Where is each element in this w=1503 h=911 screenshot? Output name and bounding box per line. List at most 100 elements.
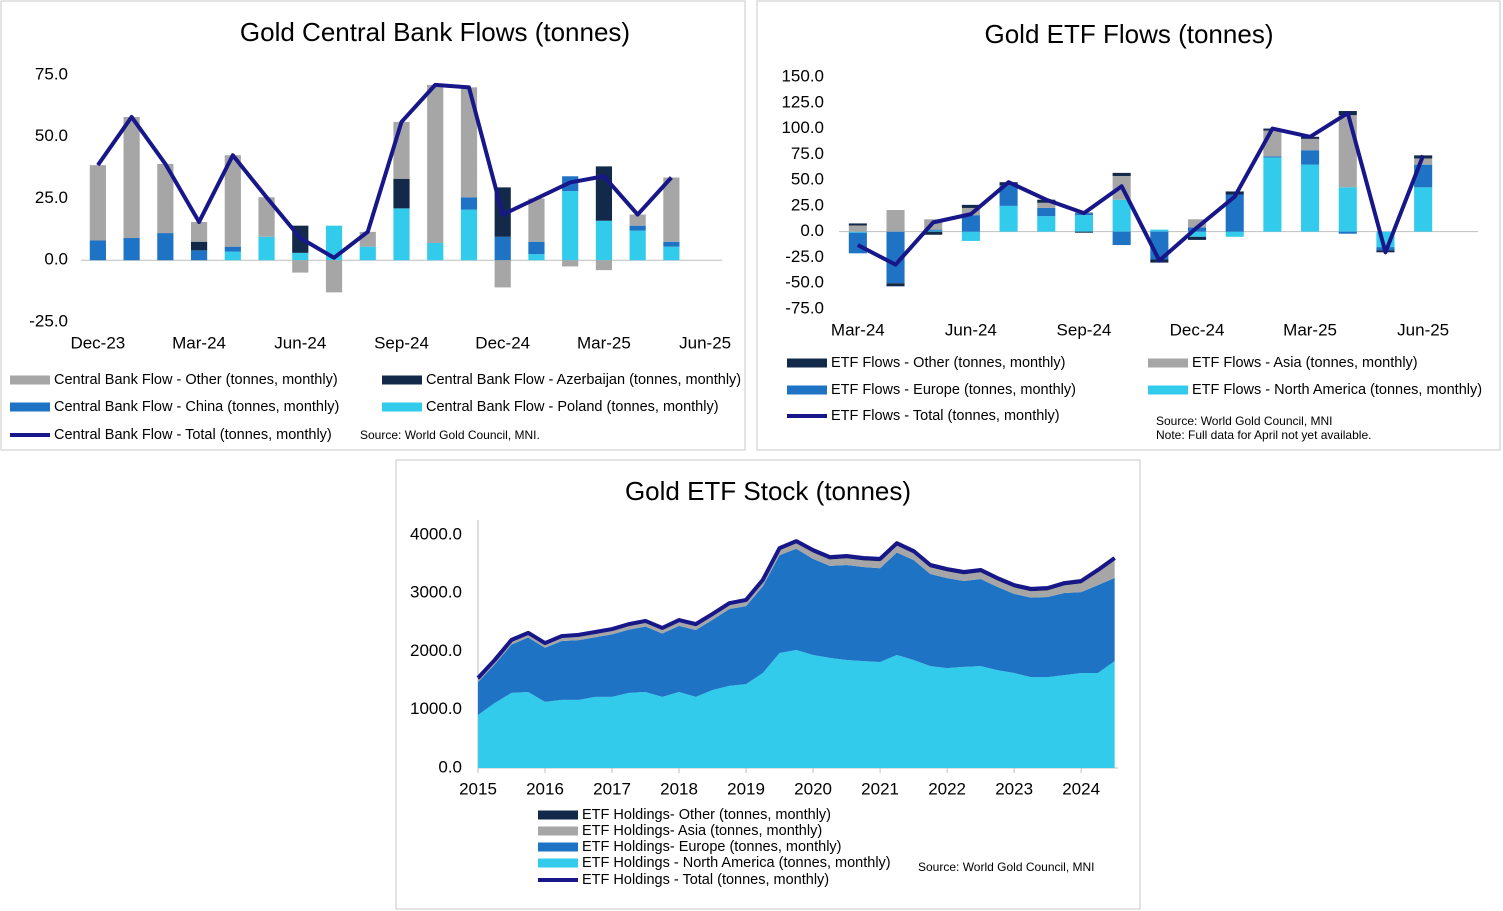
y-tick-label: 0.0	[44, 250, 68, 269]
bar	[494, 236, 511, 261]
area	[478, 650, 1115, 768]
bar	[961, 231, 980, 241]
bar	[663, 177, 680, 242]
bar	[924, 229, 943, 231]
bar	[528, 241, 545, 255]
legend-label: ETF Flows - North America (tonnes, month…	[1192, 382, 1482, 398]
bar	[1338, 187, 1357, 232]
legend-label: Central Bank Flow - Poland (tonnes, mont…	[426, 399, 719, 415]
legend-label: Central Bank Flow - Total (tonnes, month…	[54, 427, 332, 443]
bar	[1037, 202, 1056, 208]
y-tick-label: -25.0	[785, 247, 824, 266]
bar	[1187, 231, 1207, 237]
bar	[123, 116, 140, 239]
x-tick-label: Sep-24	[374, 333, 429, 352]
x-tick-label: 2015	[459, 779, 497, 798]
bar	[393, 121, 410, 179]
bar	[359, 246, 376, 261]
y-tick-label: 0.0	[800, 221, 824, 240]
bar	[1187, 219, 1207, 228]
bar	[663, 241, 680, 247]
bar	[460, 87, 478, 198]
y-tick-label: 100.0	[781, 118, 824, 137]
legend-label: ETF Flows - Total (tonnes, monthly)	[831, 408, 1060, 424]
bar	[325, 225, 343, 261]
bar	[393, 208, 410, 261]
note: Note: Full data for April not yet availa…	[1156, 428, 1371, 442]
bar	[157, 233, 174, 261]
y-tick-label: -50.0	[785, 273, 824, 292]
bar	[1112, 231, 1131, 246]
legend-label: ETF Holdings - North America (tonnes, mo…	[582, 855, 891, 871]
line	[856, 111, 1426, 267]
bar	[292, 260, 309, 273]
bar	[190, 221, 208, 242]
y-tick-label: 50.0	[791, 170, 824, 189]
bar	[1112, 199, 1131, 232]
bar	[999, 205, 1018, 232]
legend-swatch	[1148, 358, 1188, 368]
x-tick-label: Mar-24	[172, 333, 226, 352]
bar	[886, 210, 905, 232]
legend-swatch	[382, 375, 422, 385]
legend-swatch	[10, 402, 50, 412]
chart-title: Gold Central Bank Flows (tonnes)	[240, 17, 630, 47]
bar	[528, 254, 545, 261]
bar	[1187, 236, 1207, 240]
bar	[848, 231, 867, 233]
bar	[924, 230, 943, 232]
x-tick-label: Jun-24	[945, 320, 997, 339]
bar	[1301, 164, 1320, 232]
bar	[528, 198, 545, 242]
x-tick-label: 2017	[593, 779, 631, 798]
legend-label: Central Bank Flow - Azerbaijan (tonnes, …	[426, 372, 741, 388]
y-tick-label: 25.0	[791, 195, 824, 214]
legend-swatch	[787, 358, 827, 368]
x-tick-label: 2016	[526, 779, 564, 798]
chart-title: Gold ETF Stock (tonnes)	[625, 476, 911, 506]
x-tick-label: 2024	[1062, 779, 1100, 798]
x-tick-label: Mar-24	[831, 320, 885, 339]
bar	[848, 225, 867, 232]
x-tick-label: Jun-24	[274, 333, 326, 352]
bar	[292, 252, 309, 261]
legend-label: ETF Flows - Asia (tonnes, monthly)	[1192, 355, 1418, 371]
x-tick-label: Jun-25	[1397, 320, 1449, 339]
bar	[224, 251, 241, 261]
y-tick-label: 4000.0	[410, 524, 462, 543]
bar	[1074, 231, 1094, 233]
y-tick-label: 25.0	[35, 188, 68, 207]
y-tick-label: 75.0	[35, 64, 68, 83]
legend-label: Central Bank Flow - Other (tonnes, month…	[54, 372, 338, 388]
bar	[123, 238, 140, 261]
bar	[886, 231, 905, 284]
x-tick-label: 2019	[727, 779, 765, 798]
bar	[629, 214, 646, 226]
bar	[1414, 187, 1433, 232]
y-tick-label: 75.0	[791, 144, 824, 163]
bar	[1225, 231, 1244, 237]
legend-swatch	[787, 385, 827, 395]
bar	[1263, 157, 1282, 232]
legend-swatch	[538, 858, 578, 868]
bar	[562, 260, 579, 267]
x-tick-label: Mar-25	[1283, 320, 1337, 339]
y-tick-label: 125.0	[781, 92, 824, 111]
bar	[595, 220, 613, 261]
bar	[629, 225, 646, 231]
bar	[1301, 150, 1320, 165]
y-tick-label: 3000.0	[410, 583, 462, 602]
bar	[224, 155, 241, 247]
bar	[224, 246, 241, 252]
bar	[1074, 215, 1094, 232]
bar	[961, 215, 980, 232]
bar	[1414, 158, 1433, 165]
legend-label: Central Bank Flow - China (tonnes, month…	[54, 399, 339, 415]
x-tick-label: 2022	[928, 779, 966, 798]
x-tick-label: Mar-25	[577, 333, 631, 352]
y-tick-label: -75.0	[785, 298, 824, 317]
legend-swatch	[382, 402, 422, 412]
bar	[629, 230, 646, 261]
x-tick-label: Dec-24	[1170, 320, 1225, 339]
